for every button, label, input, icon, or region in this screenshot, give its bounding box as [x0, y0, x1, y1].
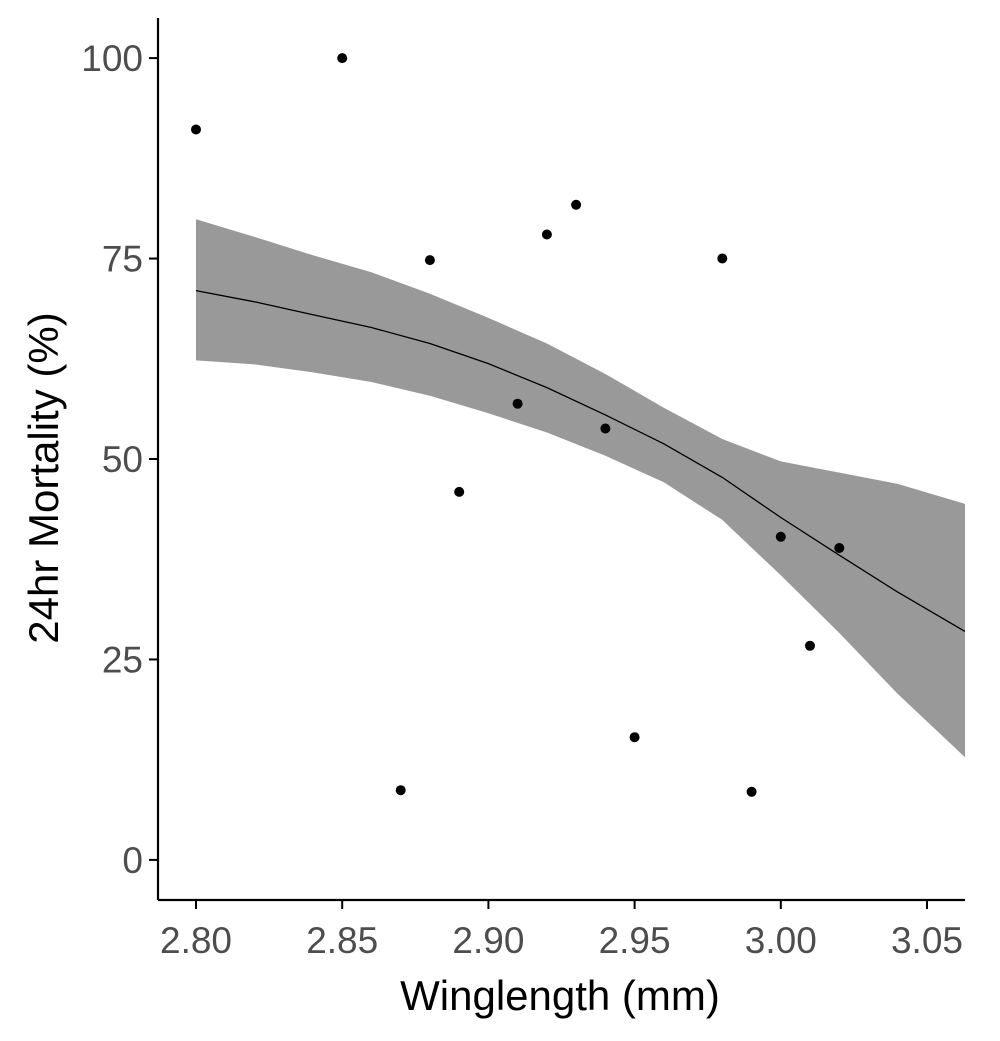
confidence-band: [196, 219, 965, 758]
data-point: [805, 640, 815, 651]
y-tick-label: 25: [102, 639, 143, 680]
x-tick-label: 2.95: [599, 920, 671, 961]
data-point: [717, 253, 728, 264]
data-point: [629, 732, 640, 743]
data-point: [191, 124, 201, 135]
data-point: [746, 786, 757, 797]
confidence-band-layer: [196, 219, 965, 758]
data-points-layer: [191, 53, 845, 797]
x-ticks-layer: 2.80 2.85 2.90 2.95 3.00 3.05: [160, 900, 963, 961]
data-point: [775, 531, 786, 542]
fit-line: [195, 289, 966, 632]
data-point: [512, 398, 523, 409]
data-point: [541, 229, 552, 240]
fit-line-layer: [195, 289, 966, 632]
y-tick-label: 50: [102, 439, 143, 480]
y-tick-label: 100: [81, 38, 143, 79]
axes-layer: [156, 18, 965, 902]
x-tick-label: 2.85: [306, 920, 378, 961]
data-point: [600, 423, 611, 434]
y-tick-label: 75: [102, 239, 143, 280]
data-point: [395, 785, 406, 796]
y-axis-title: 24hr Mortality (%): [20, 312, 67, 643]
x-axis-title: Winglength (mm): [400, 972, 720, 1019]
x-tick-label: 2.90: [452, 920, 524, 961]
data-point: [834, 543, 845, 553]
data-point: [424, 255, 435, 266]
y-tick-label: 0: [122, 840, 143, 881]
x-tick-label: 2.80: [160, 920, 232, 961]
x-tick-label: 3.00: [745, 920, 817, 961]
data-point: [571, 199, 582, 210]
data-point: [454, 486, 465, 497]
y-ticks-layer: 0 25 50 75 100: [81, 38, 158, 881]
data-point: [337, 53, 348, 64]
x-tick-label: 3.05: [891, 920, 963, 961]
